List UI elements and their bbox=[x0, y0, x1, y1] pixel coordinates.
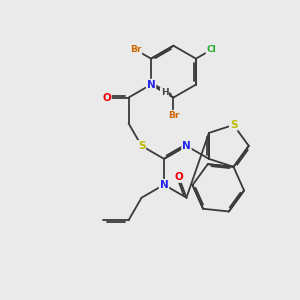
Text: Cl: Cl bbox=[206, 45, 216, 54]
Text: H: H bbox=[161, 88, 168, 97]
Text: O: O bbox=[102, 92, 111, 103]
Text: S: S bbox=[230, 120, 237, 130]
Text: N: N bbox=[147, 80, 155, 90]
Text: N: N bbox=[160, 180, 168, 190]
Text: N: N bbox=[182, 141, 191, 151]
Text: Br: Br bbox=[130, 45, 141, 54]
Text: Br: Br bbox=[168, 111, 179, 120]
Text: S: S bbox=[138, 141, 145, 151]
Text: O: O bbox=[174, 172, 183, 182]
